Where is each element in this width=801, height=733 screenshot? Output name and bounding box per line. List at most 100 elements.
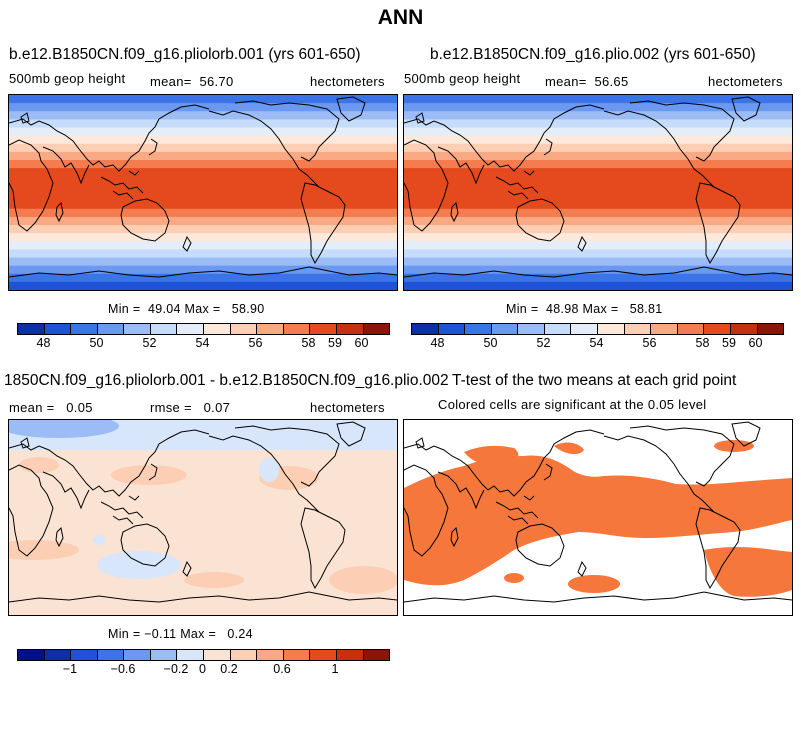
contour-band xyxy=(9,225,397,234)
contour-band xyxy=(404,273,792,283)
colorbar-tick-label: −1 xyxy=(62,662,78,676)
panel1-max-label: Max = xyxy=(184,302,221,316)
colorbar-tick-label: 0.2 xyxy=(220,662,238,676)
contour-band xyxy=(404,265,792,275)
contour-band xyxy=(9,265,397,275)
colorbar-swatch xyxy=(336,650,364,660)
colorbar-swatch xyxy=(438,324,466,334)
panel1-max-value: 58.90 xyxy=(231,302,265,316)
colorbar-tick-label: 56 xyxy=(248,336,263,350)
panel3-negative-patch xyxy=(93,535,105,545)
contour-band xyxy=(9,241,397,250)
contour-band xyxy=(404,208,792,218)
panel4-title: T-test of the two means at each grid poi… xyxy=(452,372,737,389)
colorbar-swatch xyxy=(97,650,125,660)
colorbar-swatch xyxy=(230,650,258,660)
panel1-min-value: 49.04 xyxy=(147,302,181,316)
contour-band xyxy=(404,200,792,210)
panel3-colorbar xyxy=(17,649,390,661)
contour-band xyxy=(404,216,792,226)
panel2-mean-label: mean= xyxy=(545,74,587,89)
colorbar-tick-label: 1 xyxy=(331,662,339,676)
panel1-minmax: Min = 49.04 Max = 58.90 xyxy=(108,302,265,316)
colorbar-swatch xyxy=(204,324,231,334)
panel3-map xyxy=(8,419,398,616)
colorbar-swatch xyxy=(310,650,337,660)
panel1-mean-label: mean= xyxy=(150,74,192,89)
contour-band xyxy=(9,200,397,210)
contour-band xyxy=(404,225,792,234)
panel2-minmax: Min = 48.98 Max = 58.81 xyxy=(506,302,663,316)
panel3-antarctic-positive xyxy=(9,598,397,615)
panel2-mean: mean= 56.65 xyxy=(545,74,629,89)
contour-band xyxy=(404,95,792,104)
colorbar-swatch xyxy=(651,324,678,334)
colorbar-tick-label: 60 xyxy=(354,336,369,350)
colorbar-tick-label: −0.6 xyxy=(110,662,136,676)
panel1-colorbar-ticks: 48 50 52 54 56 58 59 60 xyxy=(17,336,388,350)
colorbar-tick-label: 59 xyxy=(328,336,342,350)
contour-band xyxy=(404,143,792,153)
colorbar-swatch xyxy=(18,324,45,334)
colorbar-swatch xyxy=(544,324,572,334)
colorbar-tick-label: 52 xyxy=(536,336,551,350)
colorbar-swatch xyxy=(124,650,151,660)
panel4-significant-cells xyxy=(404,440,792,597)
panel2-title: b.e12.B1850CN.f09_g16.plio.002 (yrs 601-… xyxy=(430,46,756,63)
panel3-negative-patch xyxy=(97,551,181,579)
panel3-arctic-negative-core xyxy=(9,420,119,438)
colorbar-swatch xyxy=(624,324,652,334)
colorbar-swatch xyxy=(204,650,231,660)
contour-band xyxy=(404,176,792,185)
colorbar-swatch xyxy=(412,324,439,334)
panel2-variable: 500mb geop height xyxy=(404,71,521,86)
colorbar-swatch xyxy=(71,650,98,660)
contour-band xyxy=(9,233,397,242)
panel2-units: hectometers xyxy=(708,74,783,89)
contour-band xyxy=(9,184,397,194)
colorbar-tick-label: 56 xyxy=(642,336,657,350)
panel3-max-label: Max = xyxy=(180,627,217,641)
panel3-min-value: −0.11 xyxy=(144,627,177,641)
panel2-min-value: 48.98 xyxy=(545,302,579,316)
colorbar-tick-label: 52 xyxy=(142,336,157,350)
contour-band xyxy=(9,143,397,153)
colorbar-swatch xyxy=(124,324,151,334)
panel1-variable: 500mb geop height xyxy=(9,71,126,86)
panel3-minmax: Min = −0.11 Max = 0.24 xyxy=(108,627,253,641)
panel1-mean-value: 56.70 xyxy=(199,74,234,89)
colorbar-swatch xyxy=(97,324,125,334)
contour-band xyxy=(9,168,397,177)
colorbar-swatch xyxy=(704,324,731,334)
colorbar-swatch xyxy=(310,324,337,334)
panel1-colorbar xyxy=(17,323,390,335)
panel2-map xyxy=(403,94,793,291)
panel3-rmse: rmse = 0.07 xyxy=(150,400,230,415)
colorbar-swatch xyxy=(283,324,311,334)
colorbar-swatch xyxy=(18,650,45,660)
contour-band xyxy=(404,135,792,145)
colorbar-swatch xyxy=(677,324,705,334)
panel3-mean: mean = 0.05 xyxy=(9,400,93,415)
panel1-title: b.e12.B1850CN.f09_g16.pliolorb.001 (yrs … xyxy=(9,46,361,63)
colorbar-tick-label: 48 xyxy=(36,336,51,350)
panel1-min-label: Min = xyxy=(108,302,141,316)
colorbar-swatch xyxy=(518,324,545,334)
contour-band xyxy=(404,160,792,169)
panel3-negative-patch xyxy=(259,458,279,482)
contour-band xyxy=(9,151,397,161)
colorbar-tick-label: 60 xyxy=(748,336,763,350)
panel3-mean-value: 0.05 xyxy=(66,400,93,415)
contour-band xyxy=(404,168,792,177)
colorbar-swatch xyxy=(730,324,758,334)
panel3-min-label: Min = xyxy=(108,627,141,641)
colorbar-swatch xyxy=(177,650,205,660)
contour-band xyxy=(404,127,792,137)
figure-title: ANN xyxy=(377,6,424,29)
contour-band xyxy=(404,111,792,120)
contour-band xyxy=(9,192,397,202)
colorbar-swatch xyxy=(257,324,284,334)
panel3-colorbar-ticks: −1 −0.6 −0.2 0 0.2 0.6 1 xyxy=(17,662,388,676)
panel2-colorbar xyxy=(411,323,784,335)
colorbar-swatch xyxy=(363,650,390,660)
